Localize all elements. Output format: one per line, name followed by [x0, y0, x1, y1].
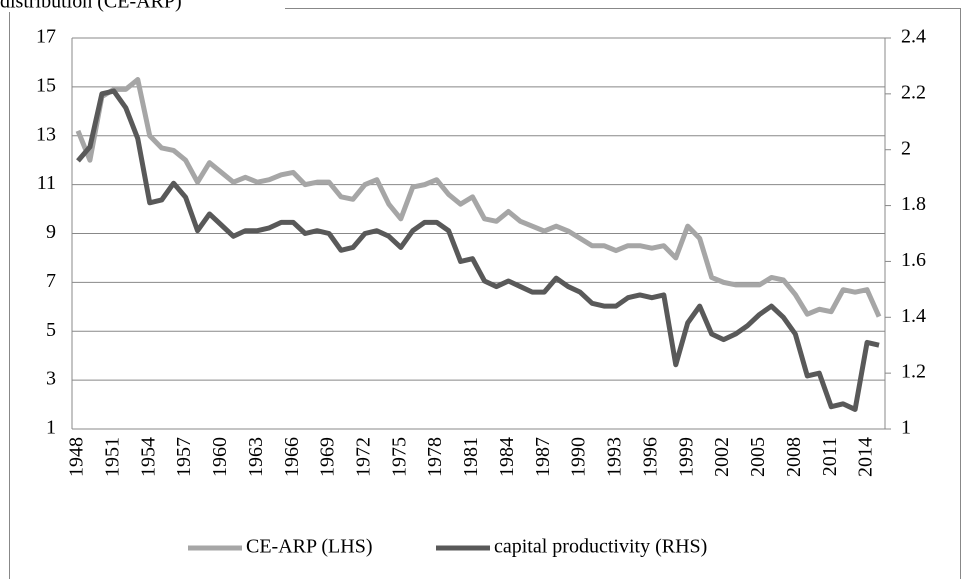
y-tick-label: 7: [46, 270, 56, 292]
y-tick-label: 1: [46, 417, 56, 439]
y-tick-label: 11: [37, 172, 56, 194]
y2-tick-label: 1: [901, 417, 911, 439]
x-tick-label: 1948: [66, 437, 88, 477]
x-tick-label: 1972: [353, 437, 375, 477]
x-tick-label: 1993: [604, 437, 626, 477]
x-tick-label: 2008: [783, 437, 805, 477]
y-tick-label: 9: [46, 221, 56, 243]
series-line: [76, 88, 880, 412]
chart-title: distribution (CE-ARP): [0, 0, 182, 13]
x-tick-label: 2014: [855, 437, 877, 477]
title-background: [0, 0, 285, 12]
y-tick-label: 3: [46, 368, 56, 390]
x-tick-label: 1987: [532, 437, 554, 477]
chart-border: [9, 8, 961, 584]
y-tick-label: 5: [46, 319, 56, 341]
x-tick-label: 2005: [747, 437, 769, 477]
legend-label: capital productivity (RHS): [494, 536, 707, 558]
y-tick-label: 13: [36, 123, 56, 145]
x-tick-label: 1966: [281, 437, 303, 477]
x-tick-label: 1999: [675, 437, 697, 477]
x-tick-label: 1957: [173, 437, 195, 477]
y-tick-label: 15: [36, 74, 56, 96]
x-tick-label: 1963: [245, 437, 267, 477]
y2-tick-label: 1.8: [901, 193, 926, 215]
x-tick-label: 1978: [424, 437, 446, 477]
y2-tick-label: 2: [901, 137, 911, 159]
y2-tick-label: 2.4: [901, 26, 926, 48]
legend-label: CE-ARP (LHS): [246, 536, 372, 558]
y2-tick-label: 1.4: [901, 305, 926, 327]
x-tick-label: 1981: [460, 437, 482, 477]
y2-tick-label: 1.6: [901, 249, 926, 271]
x-tick-label: 1960: [209, 437, 231, 477]
x-tick-label: 1975: [388, 437, 410, 477]
x-tick-label: 1996: [639, 437, 661, 477]
x-tick-label: 1954: [137, 437, 159, 477]
y2-tick-label: 1.2: [901, 361, 926, 383]
y2-tick-label: 2.2: [901, 81, 926, 103]
x-tick-label: 2002: [711, 437, 733, 477]
x-tick-label: 1990: [568, 437, 590, 477]
y-tick-label: 17: [36, 26, 56, 48]
x-tick-label: 1951: [101, 437, 123, 477]
x-tick-label: 1969: [317, 437, 339, 477]
x-tick-label: 1984: [496, 437, 518, 477]
x-tick-label: 2011: [819, 437, 841, 476]
series-line: [75, 77, 882, 318]
